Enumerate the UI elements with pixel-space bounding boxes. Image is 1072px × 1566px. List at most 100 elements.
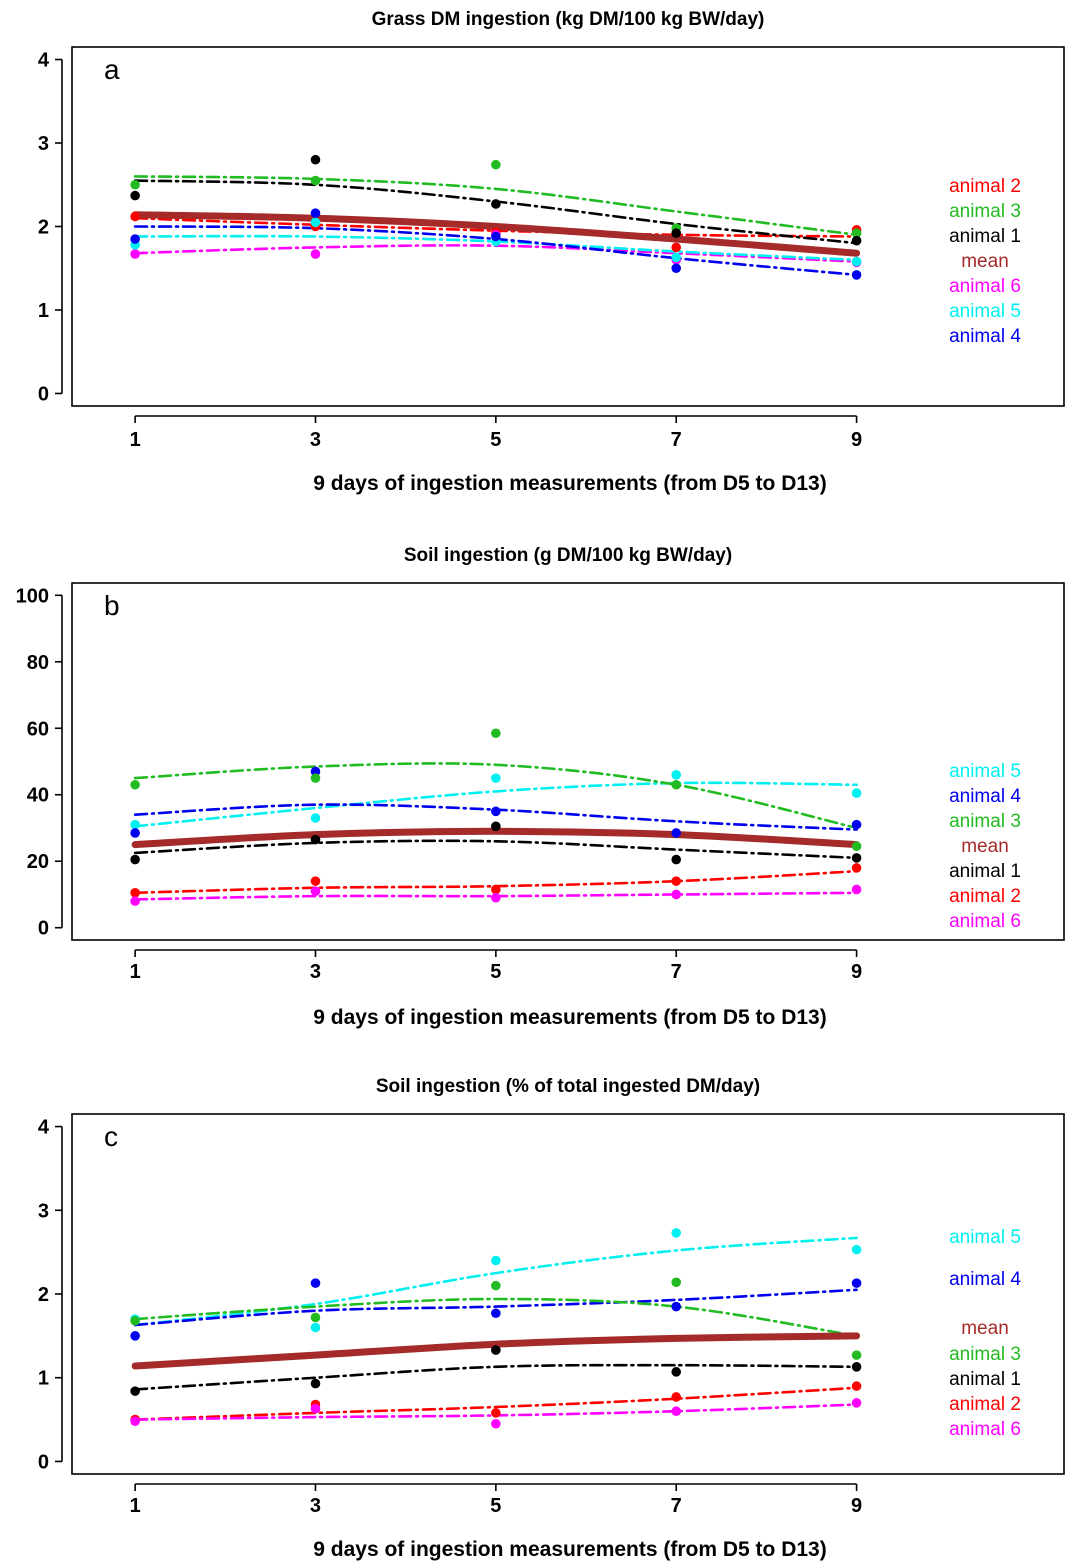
data-point-animal-6 bbox=[310, 886, 321, 896]
data-point-animal-2 bbox=[671, 876, 682, 886]
x-tick-label: 3 bbox=[310, 429, 321, 451]
data-point-animal-6 bbox=[851, 1398, 862, 1408]
data-point-animal-5 bbox=[310, 217, 321, 228]
chart-title: Soil ingestion (g DM/100 kg BW/day) bbox=[404, 545, 732, 566]
x-tick-label: 5 bbox=[490, 961, 501, 983]
data-point-animal-3 bbox=[310, 175, 321, 186]
data-point-animal-1 bbox=[130, 854, 140, 865]
y-tick-label: 1 bbox=[38, 1368, 49, 1390]
legend-entry: animal 4 bbox=[949, 1269, 1021, 1290]
legend-entry: animal 4 bbox=[949, 326, 1021, 347]
legend-entry: mean bbox=[961, 1318, 1009, 1339]
panel-label: c bbox=[104, 1121, 118, 1152]
data-point-animal-4 bbox=[491, 806, 501, 817]
data-point-animal-6 bbox=[130, 896, 140, 906]
legend-entry: animal 2 bbox=[949, 176, 1021, 197]
data-point-animal-2 bbox=[851, 1381, 862, 1391]
data-point-animal-5 bbox=[671, 1228, 682, 1238]
legend-entry: animal 6 bbox=[949, 911, 1021, 932]
y-tick-label: 2 bbox=[38, 1284, 49, 1306]
y-tick-label: 4 bbox=[38, 1117, 50, 1139]
chart-panel-c: Soil ingestion (% of total ingested DM/d… bbox=[38, 1076, 1065, 1561]
y-tick-label: 80 bbox=[27, 652, 49, 674]
data-point-animal-1 bbox=[491, 199, 501, 209]
x-tick-label: 1 bbox=[130, 429, 141, 451]
data-point-animal-4 bbox=[851, 1278, 862, 1288]
data-point-animal-3 bbox=[130, 1315, 140, 1326]
y-tick-label: 3 bbox=[38, 133, 49, 155]
data-point-animal-3 bbox=[491, 728, 501, 739]
data-point-animal-4 bbox=[130, 234, 140, 244]
data-point-animal-4 bbox=[851, 270, 862, 280]
y-tick-label: 0 bbox=[38, 383, 49, 405]
data-point-animal-5 bbox=[491, 773, 501, 783]
data-point-animal-1 bbox=[310, 154, 321, 165]
data-point-animal-4 bbox=[491, 231, 501, 242]
x-tick-label: 7 bbox=[671, 1495, 682, 1517]
y-tick-label: 0 bbox=[38, 1451, 49, 1473]
data-point-animal-1 bbox=[851, 235, 862, 246]
data-point-animal-5 bbox=[671, 769, 682, 780]
data-point-animal-3 bbox=[130, 779, 140, 790]
chart-panel-b: Soil ingestion (g DM/100 kg BW/day) b 0 20 4… bbox=[16, 545, 1065, 1029]
data-point-animal-5 bbox=[671, 252, 682, 263]
data-point-animal-1 bbox=[671, 228, 682, 238]
data-point-animal-5 bbox=[851, 256, 862, 267]
y-tick-label: 3 bbox=[38, 1200, 49, 1222]
data-point-animal-2 bbox=[310, 876, 321, 886]
data-point-animal-3 bbox=[671, 1277, 682, 1288]
legend-entry: animal 5 bbox=[949, 761, 1021, 782]
data-point-animal-5 bbox=[491, 1255, 501, 1266]
data-point-animal-3 bbox=[310, 1312, 321, 1323]
data-point-animal-2 bbox=[130, 211, 140, 222]
series-line-animal-4 bbox=[133, 1288, 858, 1327]
panel-label: b bbox=[104, 590, 120, 621]
series-line-animal-3 bbox=[133, 762, 858, 830]
x-axis-label: 9 days of ingestion measurements (from D… bbox=[313, 1006, 826, 1029]
data-point-animal-3 bbox=[491, 159, 501, 170]
legend-entry: mean bbox=[961, 251, 1009, 272]
y-tick-label: 100 bbox=[16, 585, 49, 607]
series-line-animal-1 bbox=[133, 1363, 858, 1391]
chart-title: Grass DM ingestion (kg DM/100 kg BW/day) bbox=[372, 9, 765, 30]
data-point-animal-4 bbox=[310, 766, 321, 777]
chart-title: Soil ingestion (% of total ingested DM/d… bbox=[376, 1076, 760, 1097]
series-line-animal-5 bbox=[133, 1236, 858, 1327]
legend-entry: animal 3 bbox=[949, 1344, 1021, 1365]
x-tick-label: 3 bbox=[310, 961, 321, 983]
data-point-animal-5 bbox=[851, 788, 862, 798]
data-point-animal-4 bbox=[671, 1301, 682, 1312]
legend-entry: animal 1 bbox=[949, 226, 1021, 247]
data-point-animal-1 bbox=[851, 1362, 862, 1372]
data-point-animal-2 bbox=[851, 863, 862, 873]
data-point-animal-3 bbox=[851, 228, 862, 238]
legend-entry: animal 6 bbox=[949, 276, 1021, 297]
data-point-animal-5 bbox=[851, 1244, 862, 1255]
y-tick-label: 20 bbox=[27, 851, 49, 873]
legend-entry: animal 3 bbox=[949, 811, 1021, 832]
data-point-animal-6 bbox=[491, 1418, 501, 1429]
x-tick-label: 1 bbox=[130, 961, 141, 983]
data-point-animal-6 bbox=[671, 1406, 682, 1417]
data-point-animal-6 bbox=[491, 892, 501, 903]
y-tick-label: 40 bbox=[27, 785, 49, 807]
data-point-animal-4 bbox=[851, 819, 862, 830]
data-point-animal-6 bbox=[851, 884, 862, 895]
data-point-animal-2 bbox=[130, 887, 140, 898]
data-point-animal-6 bbox=[130, 1416, 140, 1427]
data-point-animal-2 bbox=[491, 884, 501, 895]
data-point-animal-5 bbox=[310, 1322, 321, 1333]
series-line-animal-3 bbox=[133, 175, 858, 237]
y-tick-label: 1 bbox=[38, 300, 49, 322]
x-tick-label: 9 bbox=[851, 429, 862, 451]
x-tick-label: 7 bbox=[671, 961, 682, 983]
legend-entry: animal 5 bbox=[949, 301, 1021, 322]
y-tick-label: 60 bbox=[27, 718, 49, 740]
data-point-animal-4 bbox=[671, 263, 682, 274]
x-tick-label: 5 bbox=[490, 1495, 501, 1517]
legend-entry: mean bbox=[961, 836, 1009, 857]
data-point-animal-5 bbox=[310, 813, 321, 823]
data-point-animal-6 bbox=[671, 889, 682, 900]
series-line-animal-2 bbox=[133, 1386, 858, 1421]
